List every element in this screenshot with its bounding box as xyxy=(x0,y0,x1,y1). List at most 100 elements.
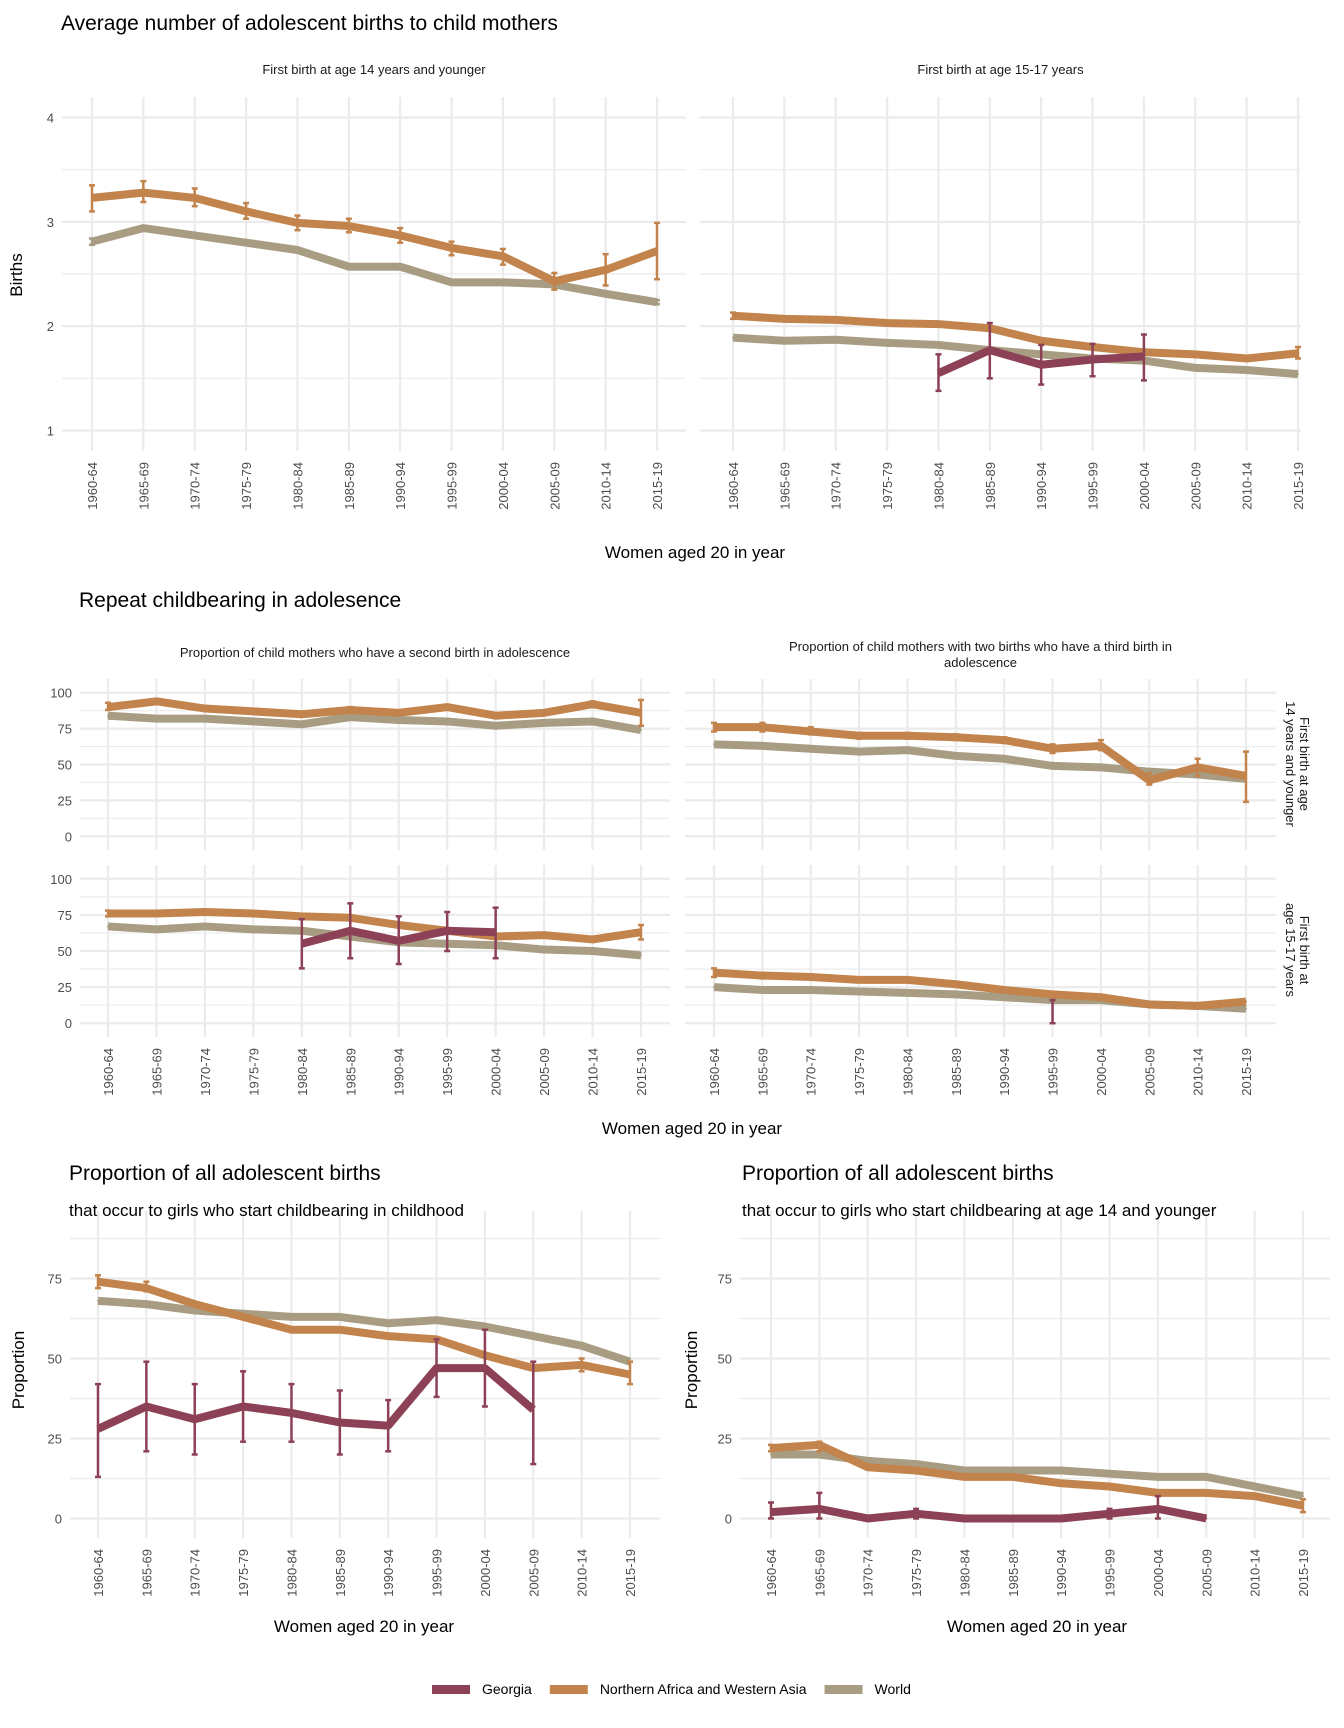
panel-subtitle: that occur to girls who start childbeari… xyxy=(742,1201,1217,1220)
y-tick-label: 0 xyxy=(65,1016,72,1031)
x-tick-label: 2005-09 xyxy=(1199,1549,1214,1597)
data-point xyxy=(435,1367,438,1370)
data-point xyxy=(296,249,299,252)
x-tick-label: 1975-79 xyxy=(239,462,254,510)
series-line xyxy=(732,311,1299,363)
y-tick-label: 100 xyxy=(50,686,72,701)
x-tick-label: 1960-64 xyxy=(707,1048,722,1096)
data-point xyxy=(1142,355,1145,358)
data-point xyxy=(193,234,196,237)
y-tick-label: 4 xyxy=(47,111,54,126)
data-point xyxy=(203,707,206,710)
data-point xyxy=(1194,366,1197,369)
series-line xyxy=(713,968,1247,1010)
data-point xyxy=(1148,1003,1151,1006)
series-world xyxy=(107,711,642,734)
data-point xyxy=(770,1453,772,1456)
x-tick-label: 1990-94 xyxy=(392,1048,407,1096)
x-tick-label: 1985-89 xyxy=(983,462,998,510)
x-tick-label: 1960-64 xyxy=(726,462,741,510)
data-point xyxy=(761,726,764,729)
series-line xyxy=(107,711,642,734)
data-point xyxy=(732,336,734,339)
data-point xyxy=(1051,993,1054,996)
data-point xyxy=(591,950,594,952)
data-point xyxy=(446,720,449,723)
y-tick-label: 25 xyxy=(718,1431,732,1446)
data-point xyxy=(300,942,303,945)
x-tick-label: 1980-84 xyxy=(957,1549,972,1597)
data-point xyxy=(501,281,504,284)
data-point xyxy=(155,700,158,703)
data-point xyxy=(809,989,812,991)
panel-strip-label: First birth at age 14 years and younger xyxy=(262,62,486,77)
data-point xyxy=(203,925,206,928)
chart-panel-third1517: 1960-64 1965-69 1970-74 1975-79 1980-84 1985-… xyxy=(685,865,1312,1096)
data-point xyxy=(300,713,303,716)
x-tick-label: 2015-19 xyxy=(623,1549,638,1597)
x-tick-label: 1965-69 xyxy=(149,1048,164,1096)
x-tick-label: 2000-04 xyxy=(489,1048,504,1096)
chart-panel-avg14: 1 2 3 4 1960-64 1965-69 1970-74 1975-79 1980-84 1… xyxy=(7,62,686,510)
data-point xyxy=(809,730,812,733)
legend-swatch xyxy=(549,1685,588,1694)
data-point xyxy=(1194,353,1197,356)
y-tick-label: 50 xyxy=(718,1352,732,1367)
data-point xyxy=(1051,747,1054,750)
data-point xyxy=(300,915,303,918)
x-tick-label: 1995-99 xyxy=(1046,1048,1061,1096)
data-point xyxy=(591,703,594,706)
x-tick-label: 1980-84 xyxy=(295,1048,310,1096)
error-bar xyxy=(1154,1494,1161,1520)
data-point xyxy=(399,234,402,237)
data-point xyxy=(963,1469,966,1472)
panel-title: Proportion of all adolescent births xyxy=(69,1162,381,1185)
data-point xyxy=(732,314,734,317)
series-world xyxy=(89,224,660,307)
x-axis-title: Women aged 20 in year xyxy=(274,1617,455,1636)
x-tick-label: 1985-89 xyxy=(1006,1549,1021,1597)
data-point xyxy=(501,255,504,258)
data-point xyxy=(954,736,957,739)
x-tick-label: 1990-94 xyxy=(393,462,408,510)
data-point xyxy=(1302,1504,1304,1507)
data-point xyxy=(954,983,957,986)
chart-panel-second14: 0 25 50 75 100 Proportion of child mothers wh… xyxy=(50,645,670,850)
data-point xyxy=(1091,358,1094,361)
y-tick-label: 75 xyxy=(718,1272,732,1287)
data-point xyxy=(532,1335,535,1338)
data-point xyxy=(834,338,837,341)
data-point xyxy=(1003,739,1006,742)
data-point xyxy=(97,1299,99,1302)
series-line xyxy=(714,723,1247,785)
series-line xyxy=(713,740,1247,783)
panel-strip-label-line2: adolescence xyxy=(944,655,1017,670)
data-point xyxy=(1108,1472,1111,1475)
data-point xyxy=(1253,1495,1256,1498)
y-tick-label: 2 xyxy=(47,319,54,334)
data-point xyxy=(145,1405,148,1408)
data-point xyxy=(834,318,837,321)
data-point xyxy=(858,750,861,753)
x-tick-label: 1985-89 xyxy=(333,1549,348,1597)
x-tick-label: 2000-04 xyxy=(1137,462,1152,510)
data-point xyxy=(1302,1495,1304,1498)
x-tick-label: 1975-79 xyxy=(236,1549,251,1597)
x-tick-label: 2010-14 xyxy=(1191,1048,1206,1096)
series-nawa xyxy=(95,1274,633,1386)
series-line xyxy=(90,224,658,307)
x-tick-label: 1980-84 xyxy=(900,1048,915,1096)
y-tick-label: 0 xyxy=(55,1511,62,1526)
data-point xyxy=(397,719,400,722)
data-point xyxy=(656,250,658,253)
data-point xyxy=(290,1411,293,1414)
data-point xyxy=(591,720,594,723)
series-nawa xyxy=(89,179,660,291)
data-point xyxy=(1156,1475,1159,1478)
error-bar xyxy=(1140,333,1147,382)
series-line xyxy=(732,333,1299,379)
data-point xyxy=(915,1469,918,1472)
series-line xyxy=(770,1440,1304,1510)
